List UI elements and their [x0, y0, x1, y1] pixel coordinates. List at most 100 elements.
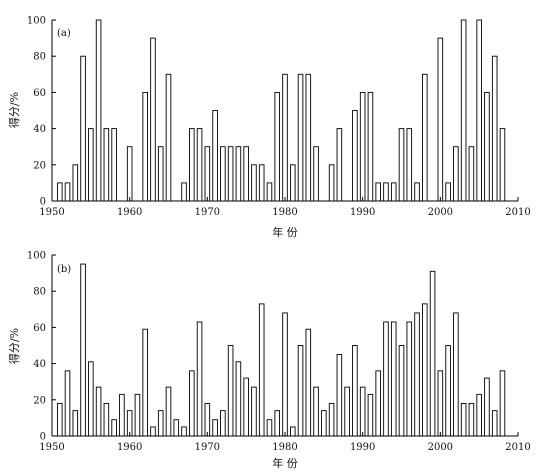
- bar-a-2002: [453, 146, 459, 202]
- bar-a-1989: [352, 110, 358, 202]
- bar-b-1958: [111, 419, 117, 437]
- y-tick-label-a-0: 0: [40, 197, 46, 208]
- x-tick-label-a-1970: 1970: [195, 207, 220, 218]
- bar-a-1982: [297, 73, 304, 202]
- y-ticks-b: 0 20 40 60 80 100: [27, 251, 56, 443]
- x-tick-label-a-2000: 2000: [428, 207, 453, 218]
- bar-a-1981: [289, 164, 296, 202]
- y-tick-label-a-60: 60: [33, 88, 46, 99]
- bar-a-1983: [305, 73, 312, 202]
- bar-b-1952: [64, 370, 71, 437]
- bar-a-2003: [460, 19, 467, 202]
- x-tick-label-a-1990: 1990: [350, 207, 375, 218]
- y-tick-label-b-80: 80: [33, 287, 46, 298]
- bar-a-2000: [437, 37, 444, 202]
- y-tick-label-b-60: 60: [33, 323, 46, 334]
- x-tick-label-b-1950: 1950: [39, 442, 64, 453]
- x-tick-label-a-1980: 1980: [272, 207, 297, 218]
- bar-b-1963: [150, 426, 156, 437]
- bar-b-2002: [453, 312, 459, 437]
- bar-a-1978: [266, 182, 273, 202]
- bar-b-1988: [344, 386, 350, 437]
- x-ticks-b: 1950 1960 1970 1980 1990 2000 2010: [39, 432, 531, 453]
- y-tick-label-a-20: 20: [33, 160, 46, 171]
- x-tick-label-b-1970: 1970: [195, 442, 220, 453]
- bar-a-1984: [313, 146, 319, 202]
- panel-label-b: (b): [57, 264, 71, 275]
- x-tick-label-b-1980: 1980: [272, 442, 297, 453]
- bar-b-1973: [227, 345, 234, 437]
- bar-b-1971: [212, 419, 218, 437]
- bar-b-1982: [297, 345, 304, 437]
- panel-label-a: (a): [57, 28, 71, 39]
- bar-a-2006: [484, 91, 490, 202]
- bar-b-1964: [157, 410, 164, 437]
- bar-b-1996: [406, 321, 413, 437]
- bar-b-2004: [468, 402, 475, 437]
- bar-b-1977: [258, 303, 265, 437]
- bar-a-1995: [398, 128, 405, 202]
- bar-b-2007: [491, 410, 498, 437]
- bar-b-1974: [235, 361, 242, 437]
- y-tick-label-b-0: 0: [40, 432, 46, 443]
- x-tick-label-b-2010: 2010: [505, 442, 530, 453]
- bar-b-1998: [422, 303, 428, 437]
- bar-a-2001: [445, 182, 451, 202]
- x-tick-label-a-1950: 1950: [39, 207, 64, 218]
- bar-b-1970: [204, 402, 211, 437]
- bar-b-1955: [88, 361, 94, 437]
- bar-b-1985: [321, 410, 327, 437]
- y-tick-label-b-100: 100: [27, 251, 46, 262]
- bar-b-1967: [181, 426, 187, 437]
- bar-b-2005: [476, 393, 482, 437]
- x-tick-label-b-1960: 1960: [117, 442, 142, 453]
- bar-a-1974: [235, 146, 242, 202]
- bar-b-2000: [437, 370, 444, 437]
- bar-b-1992: [375, 370, 381, 437]
- bar-b-2006: [484, 377, 490, 437]
- y-ticks-a: 0 20 40 60 80 100: [27, 16, 56, 208]
- bar-a-1979: [274, 91, 281, 202]
- bar-b-1981: [289, 426, 296, 437]
- bar-a-1965: [165, 73, 172, 202]
- bar-b-1962: [142, 328, 148, 437]
- bar-a-1967: [181, 182, 187, 202]
- bar-b-1969: [196, 321, 203, 437]
- y-tick-label-b-40: 40: [33, 359, 46, 370]
- y-tick-label-a-100: 100: [27, 16, 46, 27]
- x-axis-title-a: 年 份: [272, 225, 298, 239]
- bar-b-1991: [367, 393, 374, 437]
- bar-a-1997: [414, 182, 420, 202]
- bar-b-1987: [336, 354, 343, 437]
- bar-b-1956: [95, 386, 102, 437]
- x-axis-title-b: 年 份: [272, 456, 298, 470]
- bar-a-1958: [111, 128, 117, 202]
- x-tick-label-b-1990: 1990: [350, 442, 375, 453]
- y-tick-label-a-40: 40: [33, 124, 46, 135]
- bar-b-1968: [189, 370, 195, 437]
- bar-a-1996: [406, 128, 413, 202]
- bar-a-1952: [64, 182, 71, 202]
- bar-a-1962: [142, 91, 148, 202]
- bar-b-1965: [165, 386, 172, 437]
- bar-b-1999: [429, 270, 436, 437]
- bar-b-1980: [282, 312, 288, 437]
- bar-a-1969: [196, 128, 203, 202]
- bar-b-2003: [460, 402, 467, 437]
- bar-b-2008: [499, 370, 506, 437]
- bar-b-1959: [119, 393, 125, 437]
- y-axis-title-a: 得分/%: [8, 92, 21, 128]
- bar-a-1994: [390, 182, 397, 202]
- bar-b-1997: [414, 312, 420, 437]
- bar-a-1990: [359, 91, 366, 202]
- bar-a-2007: [491, 55, 498, 202]
- bar-a-1951: [56, 182, 63, 202]
- bar-a-1998: [422, 73, 428, 202]
- bar-b-1994: [390, 321, 397, 437]
- bar-a-1980: [282, 73, 288, 202]
- bar-b-1986: [328, 402, 335, 437]
- x-tick-label-a-2010: 2010: [505, 207, 530, 218]
- bar-b-1957: [103, 402, 110, 437]
- bar-a-1992: [375, 182, 381, 202]
